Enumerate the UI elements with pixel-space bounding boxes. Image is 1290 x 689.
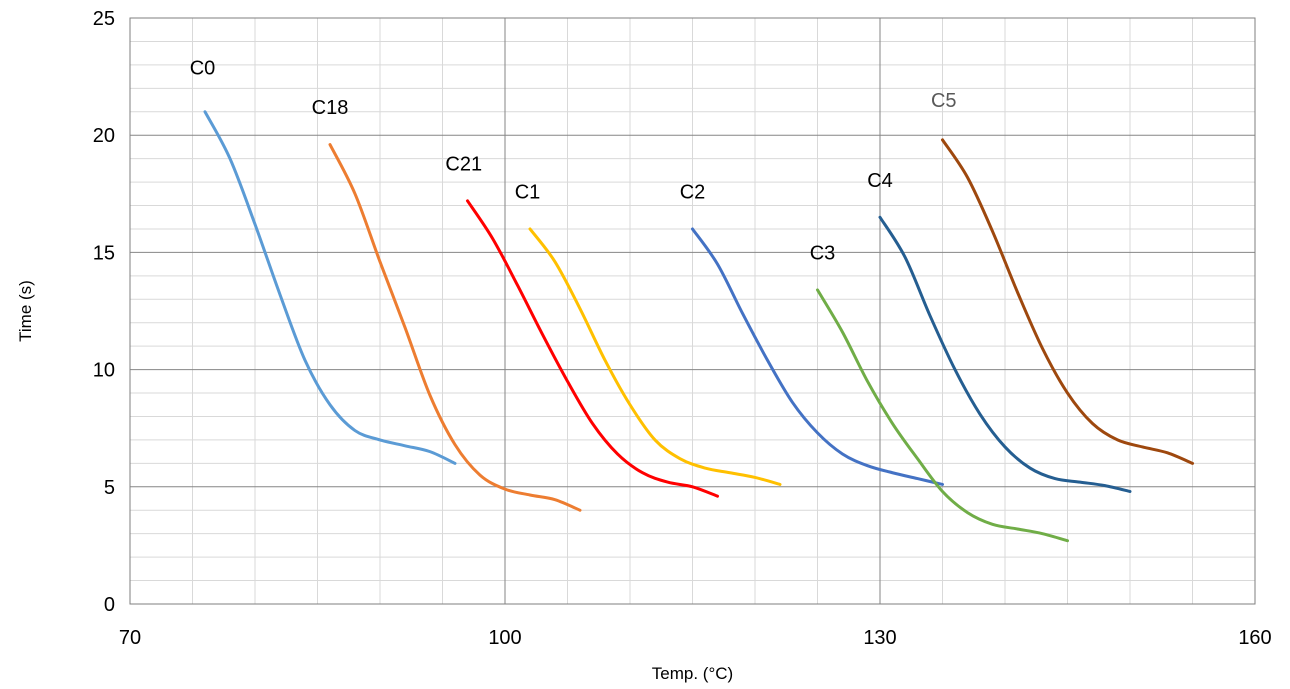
y-tick-label: 10 [93,360,115,382]
y-tick-label: 15 [93,242,115,264]
x-axis-title: Temp. (°C) [652,664,733,683]
series-label-c5: C5 [931,90,957,112]
series-line-c18 [328,143,582,512]
y-axis-title: Time (s) [16,280,35,342]
series-layer [203,110,1194,543]
series-labels: C0 C18 C21 C1 C2 C3 C4 C5 [190,57,957,264]
x-tick-label: 100 [488,627,521,649]
series-line-c21 [466,199,719,498]
x-axis-tick-labels: 70 100 130 160 [119,627,1272,649]
x-tick-label: 160 [1238,627,1271,649]
y-tick-label: 20 [93,125,115,147]
y-axis-tick-labels: 0 5 10 15 20 25 [93,8,115,616]
series-label-c18: C18 [312,97,349,119]
series-line-c4 [878,215,1132,493]
plot-area-frame [129,17,1256,605]
minor-gridlines [130,18,1255,604]
series-line-c5 [941,138,1194,465]
series-line-c0 [203,110,457,465]
series-label-c2: C2 [680,181,706,203]
series-line-c3 [816,288,1069,543]
y-tick-label: 0 [104,594,115,616]
series-label-c0: C0 [190,57,216,79]
x-tick-label: 70 [119,627,141,649]
series-label-c3: C3 [810,242,836,264]
y-tick-label: 25 [93,8,115,30]
series-label-c4: C4 [867,170,893,192]
x-tick-label: 130 [863,627,896,649]
y-tick-label: 5 [104,477,115,499]
series-label-c1: C1 [515,181,541,203]
series-line-c1 [528,227,782,486]
series-line-c2 [691,227,944,486]
series-label-c21: C21 [445,153,482,175]
